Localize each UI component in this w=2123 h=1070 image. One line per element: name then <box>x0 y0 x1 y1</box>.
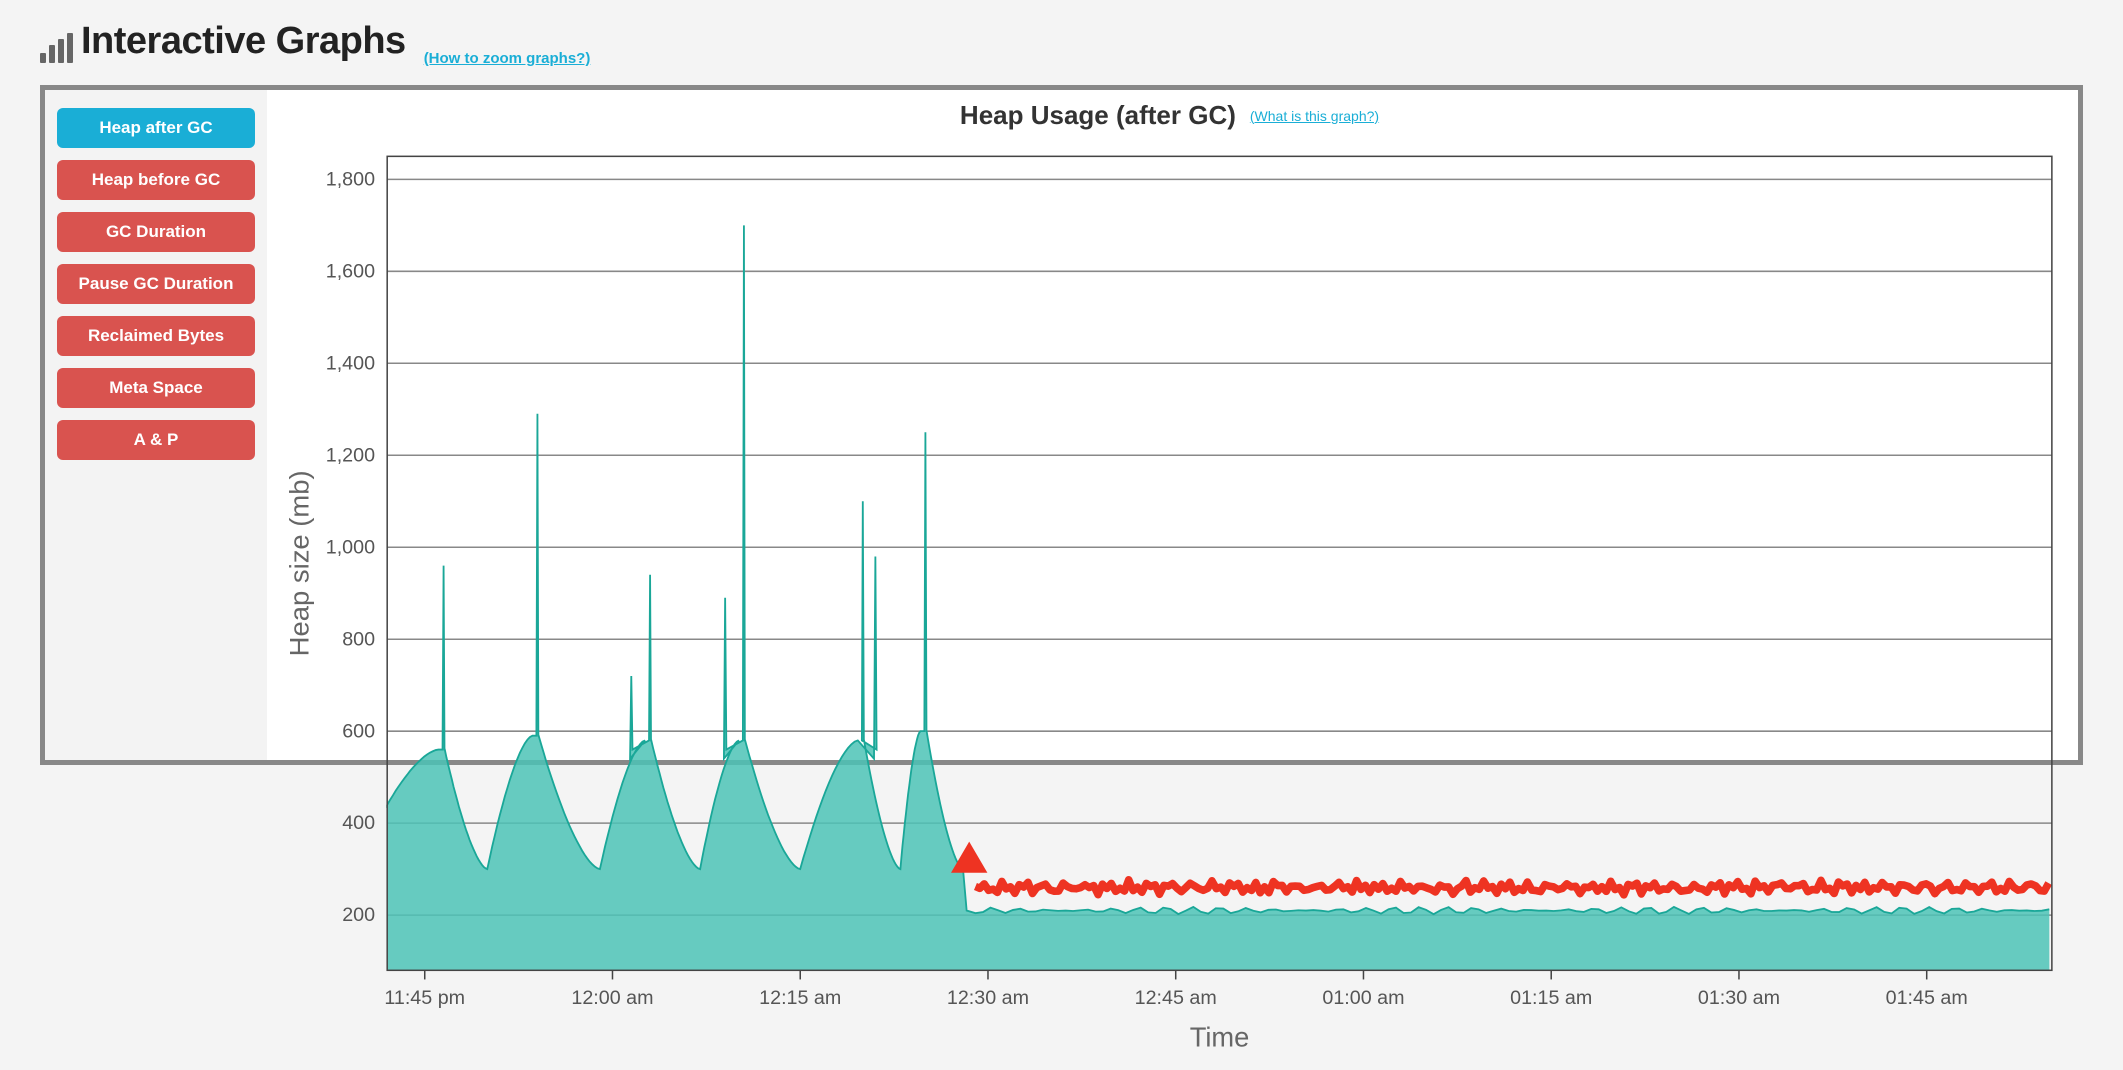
svg-text:01:45 am: 01:45 am <box>1886 987 1968 1009</box>
chart-canvas-wrap[interactable]: 200 400 600 800 1,000 1,200 1,400 1,600 1,800 11:… <box>275 135 2064 1065</box>
page-header: Interactive Graphs (How to zoom graphs?) <box>40 20 2083 67</box>
chart-help-link[interactable]: (What is this graph?) <box>1250 108 1379 124</box>
svg-text:400: 400 <box>342 812 375 834</box>
tab-meta-space[interactable]: Meta Space <box>57 368 255 408</box>
svg-text:01:30 am: 01:30 am <box>1698 987 1780 1009</box>
svg-text:12:45 am: 12:45 am <box>1135 987 1217 1009</box>
svg-text:1,200: 1,200 <box>326 444 375 466</box>
svg-text:800: 800 <box>342 628 375 650</box>
chart-header: Heap Usage (after GC) (What is this grap… <box>275 100 2064 131</box>
svg-text:11:45 pm: 11:45 pm <box>384 987 465 1009</box>
svg-text:12:15 am: 12:15 am <box>759 987 841 1009</box>
tab-heap-after-gc[interactable]: Heap after GC <box>57 108 255 148</box>
zoom-help-link[interactable]: (How to zoom graphs?) <box>424 50 591 67</box>
svg-text:12:30 am: 12:30 am <box>947 987 1029 1009</box>
chart-title: Heap Usage (after GC) <box>960 100 1236 131</box>
svg-text:1,000: 1,000 <box>326 536 375 558</box>
tab-reclaimed-bytes[interactable]: Reclaimed Bytes <box>57 316 255 356</box>
tab-gc-duration[interactable]: GC Duration <box>57 212 255 252</box>
svg-text:Heap size (mb): Heap size (mb) <box>283 470 314 656</box>
svg-text:1,400: 1,400 <box>326 352 375 374</box>
tab-heap-before-gc[interactable]: Heap before GC <box>57 160 255 200</box>
page-title: Interactive Graphs <box>40 20 406 63</box>
svg-text:01:15 am: 01:15 am <box>1510 987 1592 1009</box>
svg-text:12:00 am: 12:00 am <box>571 987 653 1009</box>
svg-text:1,600: 1,600 <box>326 260 375 282</box>
svg-text:1,800: 1,800 <box>326 168 375 190</box>
graph-panel: Heap after GC Heap before GC GC Duration Pa… <box>40 85 2083 765</box>
chart-area: Heap Usage (after GC) (What is this grap… <box>267 90 2078 760</box>
heap-usage-chart[interactable]: 200 400 600 800 1,000 1,200 1,400 1,600 1,800 11:… <box>275 135 2064 1065</box>
svg-text:01:00 am: 01:00 am <box>1322 987 1404 1009</box>
svg-text:600: 600 <box>342 720 375 742</box>
tab-pause-gc-duration[interactable]: Pause GC Duration <box>57 264 255 304</box>
svg-text:200: 200 <box>342 904 375 926</box>
bar-chart-icon <box>40 33 73 63</box>
page-title-text: Interactive Graphs <box>81 20 406 63</box>
tab-a-p[interactable]: A & P <box>57 420 255 460</box>
graph-tabs-sidebar: Heap after GC Heap before GC GC Duration Pa… <box>45 90 267 760</box>
